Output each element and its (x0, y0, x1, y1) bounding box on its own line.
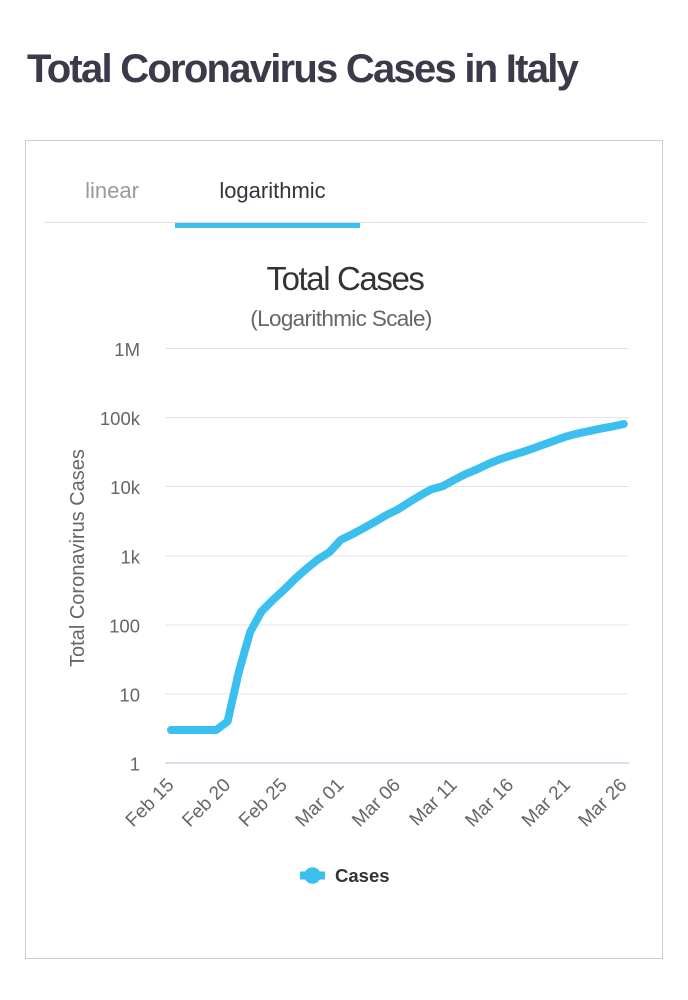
svg-text:Mar 01: Mar 01 (292, 775, 349, 832)
svg-text:Cases: Cases (335, 865, 390, 886)
svg-text:100k: 100k (100, 408, 141, 429)
svg-text:linear: linear (85, 178, 139, 203)
svg-text:10k: 10k (110, 477, 141, 498)
svg-text:1: 1 (130, 754, 140, 775)
svg-text:(Logarithmic Scale): (Logarithmic Scale) (250, 306, 432, 331)
svg-text:100: 100 (109, 616, 140, 637)
svg-text:Mar 06: Mar 06 (348, 775, 405, 832)
svg-text:Mar 16: Mar 16 (461, 775, 518, 832)
svg-text:Mar 21: Mar 21 (518, 775, 575, 832)
svg-text:Feb 25: Feb 25 (235, 775, 292, 832)
svg-text:Total Cases: Total Cases (266, 260, 424, 297)
svg-text:Mar 26: Mar 26 (575, 775, 632, 832)
svg-text:Feb 15: Feb 15 (122, 775, 179, 832)
svg-text:1M: 1M (114, 339, 140, 360)
svg-text:Mar 11: Mar 11 (406, 775, 462, 831)
svg-text:Total Coronavirus Cases: Total Coronavirus Cases (67, 449, 89, 667)
svg-text:1k: 1k (120, 547, 140, 568)
svg-text:logarithmic: logarithmic (219, 178, 325, 203)
svg-text:10: 10 (119, 685, 140, 706)
svg-text:Total Coronavirus Cases in Ita: Total Coronavirus Cases in Italy (27, 47, 580, 91)
svg-text:Feb 20: Feb 20 (178, 775, 235, 832)
